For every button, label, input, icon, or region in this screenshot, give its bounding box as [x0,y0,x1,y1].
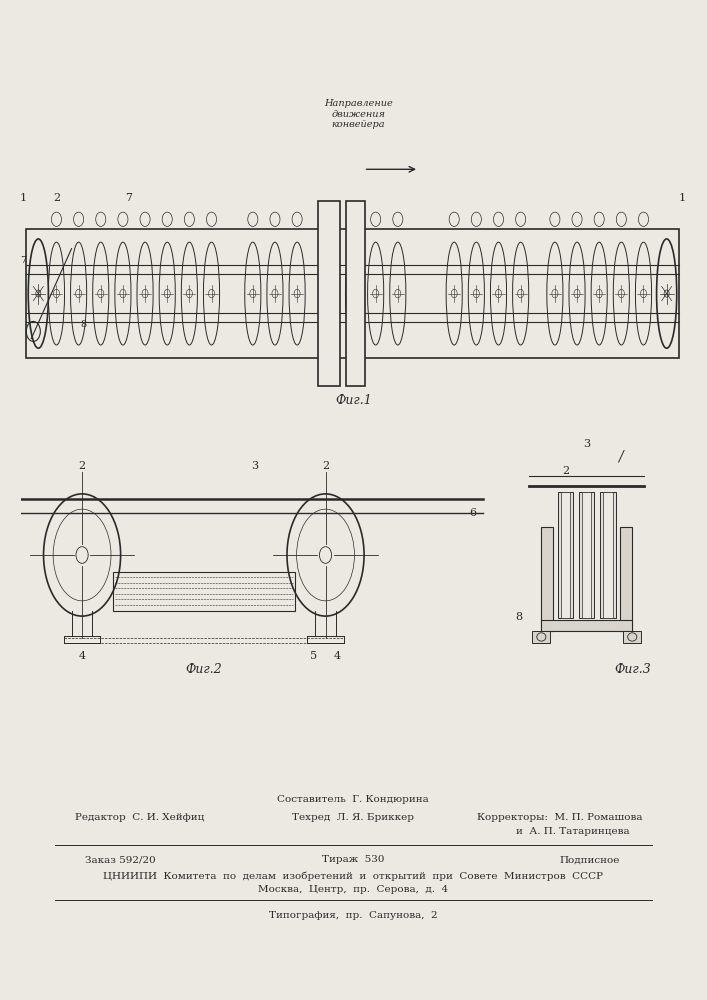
Text: Направление
движения
конвейера: Направление движения конвейера [325,99,393,129]
Text: Редактор  С. И. Хейфиц: Редактор С. И. Хейфиц [76,812,205,822]
Text: Фиг.3: Фиг.3 [614,663,650,676]
Bar [579,492,595,617]
Bar [26,229,679,358]
Text: 2: 2 [53,193,60,203]
Text: 6: 6 [469,508,477,518]
Text: Составитель  Г. Кондюрина: Составитель Г. Кондюрина [277,796,429,804]
Bar [112,572,295,611]
Bar [532,631,551,643]
Text: 8: 8 [81,320,87,329]
Text: 4: 4 [334,651,341,661]
Text: Фиг.2: Фиг.2 [185,663,222,676]
Text: 3: 3 [583,439,590,449]
Text: Москва,  Центр,  пр.  Серова,  д.  4: Москва, Центр, пр. Серова, д. 4 [258,886,448,894]
Text: Тираж  530: Тираж 530 [322,856,384,864]
Text: Типография,  пр.  Сапунова,  2: Типография, пр. Сапунова, 2 [269,910,438,920]
Text: 2: 2 [562,466,569,476]
Bar [600,492,616,617]
Bar [604,492,612,617]
Bar [346,201,365,386]
Text: 4: 4 [78,651,86,661]
Bar [583,492,591,617]
Text: и  А. П. Татаринцева: и А. П. Татаринцева [516,826,630,836]
Text: ЦНИИПИ  Комитета  по  делам  изобретений  и  открытий  при  Совете  Министров  С: ЦНИИПИ Комитета по делам изобретений и о… [103,871,603,881]
Text: Фиг.1: Фиг.1 [335,394,372,407]
Text: /: / [618,450,622,464]
Text: 3: 3 [251,461,258,471]
Bar [620,527,632,631]
Text: 2: 2 [78,461,86,471]
Text: 7: 7 [125,193,132,203]
Text: 8: 8 [515,612,522,622]
Bar [542,527,554,631]
Bar [318,201,340,386]
Bar [542,620,632,631]
Text: 5: 5 [310,651,317,661]
Text: Заказ 592/20: Заказ 592/20 [85,856,156,864]
Text: 1: 1 [678,193,685,203]
Text: 2: 2 [322,461,329,471]
Text: 7: 7 [20,256,26,265]
Bar [623,631,641,643]
Text: Корректоры:  М. П. Ромашова: Корректоры: М. П. Ромашова [477,812,643,822]
Text: Подписное: Подписное [560,856,620,864]
Text: 1: 1 [20,193,27,203]
Text: Техред  Л. Я. Бриккер: Техред Л. Я. Бриккер [292,812,414,822]
Bar [561,492,570,617]
Bar [558,492,573,617]
